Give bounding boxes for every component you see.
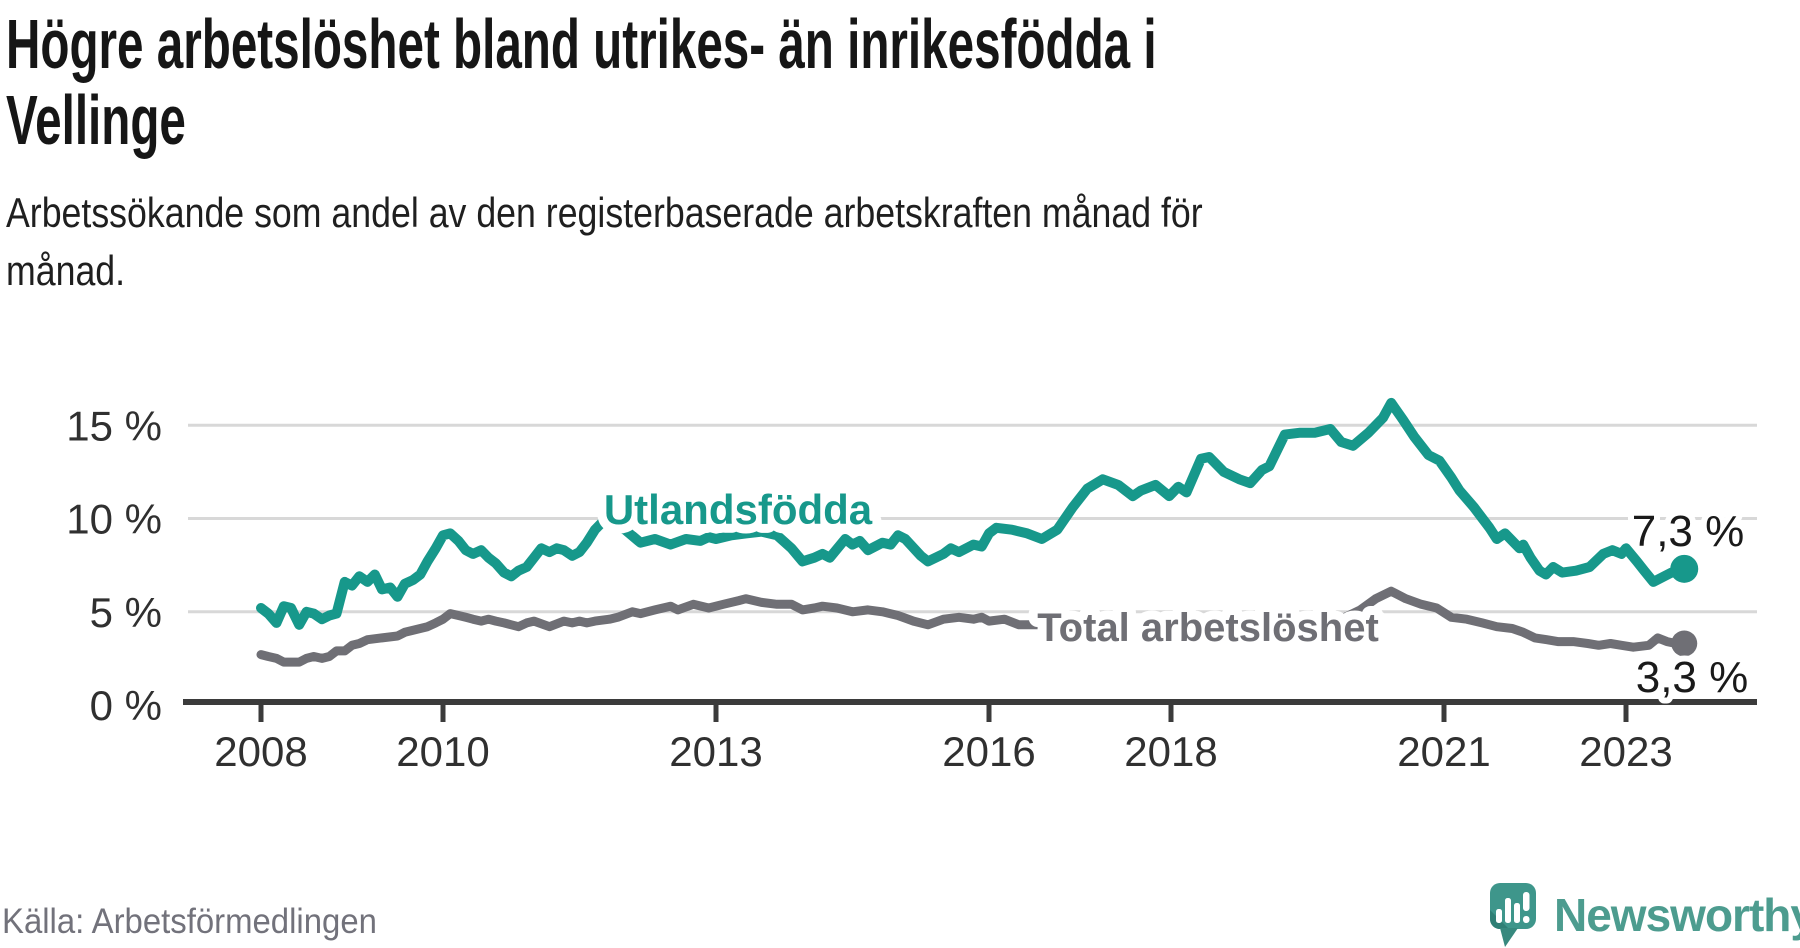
subtitle-line-1: Arbetssökande som andel av den registerb… bbox=[6, 189, 1203, 236]
subtitle-line-2: månad. bbox=[6, 247, 126, 294]
x-axis-label-2010: 2010 bbox=[396, 728, 489, 775]
series-line-total-arbetsl-shet bbox=[256, 586, 1689, 667]
x-axis-label-2018: 2018 bbox=[1124, 728, 1217, 775]
title-line-2: Vellinge bbox=[6, 81, 186, 159]
x-axis-label-2008: 2008 bbox=[214, 728, 307, 775]
series-label-utlandsf-dda: Utlandsfödda bbox=[604, 486, 873, 533]
series-end-dot-total-arbetsl-shet bbox=[1671, 630, 1698, 657]
newsworthy-logo-text: Newsworthy bbox=[1554, 889, 1800, 941]
newsworthy-logo: Newsworthy bbox=[1489, 882, 1800, 948]
y-axis-label-10: 10 % bbox=[66, 496, 162, 543]
end-value-label-utlandsf-dda: 7,3 % bbox=[1632, 507, 1745, 556]
series-end-dot-utlandsf-dda bbox=[1670, 554, 1699, 583]
x-axis-label-2021: 2021 bbox=[1397, 728, 1490, 775]
series-label-total-arbetsl-shet: Total arbetslöshet bbox=[1037, 606, 1379, 650]
chart-subtitle: Arbetssökande som andel av den registerb… bbox=[6, 184, 1203, 300]
y-axis-label-15: 15 % bbox=[66, 402, 162, 449]
series-line-utlandsf-dda bbox=[256, 397, 1690, 630]
y-axis-label-5: 5 % bbox=[90, 589, 162, 636]
newsworthy-speech-bubble-chart-icon bbox=[1490, 883, 1536, 947]
x-axis-label-2023: 2023 bbox=[1579, 728, 1672, 775]
page-title: Högre arbetslöshet bland utrikes- än inr… bbox=[6, 6, 1157, 158]
y-axis-label-0: 0 % bbox=[90, 682, 162, 729]
title-line-1: Högre arbetslöshet bland utrikes- än inr… bbox=[6, 5, 1157, 83]
end-value-label-total-arbetsl-shet: 3,3 % bbox=[1636, 653, 1749, 702]
x-axis-label-2016: 2016 bbox=[942, 728, 1035, 775]
source-note: Källa: Arbetsförmedlingen bbox=[2, 902, 377, 941]
x-axis-label-2013: 2013 bbox=[669, 728, 762, 775]
